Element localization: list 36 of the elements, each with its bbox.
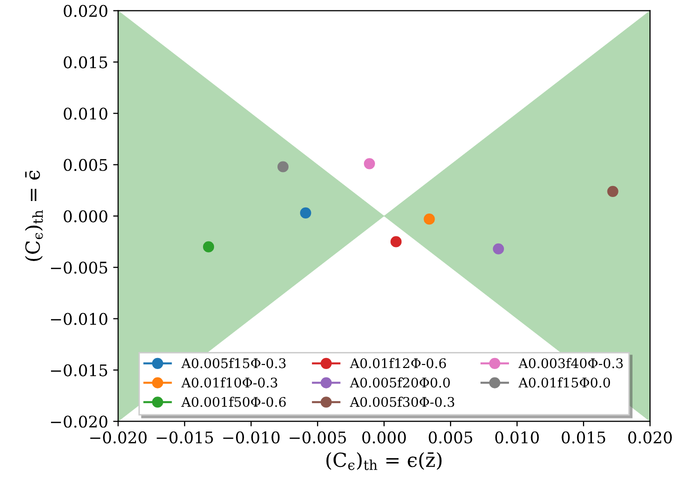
legend-label: A0.01f12Φ-0.6 (350, 358, 446, 368)
y-tick-label: 0.020 (64, 4, 108, 17)
y-tick-label: −0.010 (50, 312, 108, 325)
legend-label: A0.001f50Φ-0.6 (181, 396, 286, 407)
x-tick-label: 0.005 (428, 431, 472, 444)
y-tick-label: 0.005 (64, 158, 108, 171)
x-tick-label: 0.010 (495, 431, 539, 444)
legend-label: A0.01f10Φ-0.3 (181, 377, 278, 388)
y-tick-label: 0.010 (64, 108, 108, 120)
y-tick-label: −0.020 (50, 416, 108, 428)
point (202, 241, 214, 252)
point (607, 186, 618, 197)
legend-label: A0.005f30Φ-0.3 (350, 396, 454, 407)
x-tick-label: 0.015 (562, 431, 606, 444)
x-tick-label: −0.020 (90, 431, 147, 444)
legend-label: A0.01f15Φ0.0 (518, 377, 610, 388)
point (424, 214, 435, 225)
point (300, 207, 312, 219)
legend-label: A0.003f40Φ-0.3 (518, 358, 623, 368)
x-tick-label: 0.000 (362, 431, 406, 444)
x-axis-title: (C$_{ϵ}$)$_{th}$ = ϵ(z̄) (326, 452, 442, 470)
y-tick-label: −0.005 (50, 262, 108, 274)
legend-label: A0.005f15Φ-0.3 (181, 358, 286, 368)
x-tick-label: 0.020 (628, 431, 672, 444)
point (492, 243, 504, 254)
x-tick-label: −0.015 (156, 431, 213, 444)
point (364, 158, 376, 170)
y-tick-label: −0.015 (50, 364, 108, 376)
y-tick-label: 0.000 (64, 210, 108, 222)
y-axis-title: (C$_{ϵ}$)$_{th}$ = ϵ̄ (24, 170, 43, 261)
legend-label: A0.005f20Φ0.0 (350, 377, 450, 388)
x-tick-label: −0.005 (290, 431, 346, 444)
y-tick-label: 0.015 (64, 56, 108, 68)
point (390, 236, 402, 248)
point (277, 161, 289, 172)
x-tick-label: −0.010 (223, 431, 280, 444)
